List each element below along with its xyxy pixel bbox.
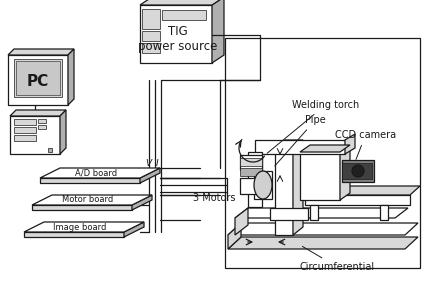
Text: PC: PC xyxy=(27,74,49,90)
Bar xyxy=(142,31,160,41)
Polygon shape xyxy=(234,208,248,235)
Polygon shape xyxy=(227,223,417,235)
Bar xyxy=(309,205,317,220)
Bar xyxy=(248,152,262,207)
Text: I: I xyxy=(155,158,158,168)
Bar xyxy=(299,152,339,200)
Polygon shape xyxy=(140,168,160,183)
Polygon shape xyxy=(132,195,152,210)
Polygon shape xyxy=(24,232,124,237)
Polygon shape xyxy=(68,49,74,105)
Text: Pipe: Pipe xyxy=(274,115,325,166)
Bar xyxy=(161,10,205,20)
Polygon shape xyxy=(24,222,144,232)
Bar xyxy=(14,119,36,125)
Bar xyxy=(142,9,160,29)
Polygon shape xyxy=(227,223,240,249)
Bar xyxy=(14,59,62,97)
Bar xyxy=(239,178,262,194)
Bar xyxy=(10,116,60,154)
Polygon shape xyxy=(211,0,224,63)
Bar xyxy=(8,55,68,105)
Polygon shape xyxy=(60,110,66,154)
Bar xyxy=(239,158,262,166)
Bar xyxy=(38,119,46,123)
Polygon shape xyxy=(274,140,302,148)
Bar xyxy=(274,148,292,235)
Bar xyxy=(304,195,409,205)
Circle shape xyxy=(351,165,363,177)
Polygon shape xyxy=(140,0,224,5)
Bar xyxy=(253,171,271,199)
Bar xyxy=(341,163,371,179)
Bar xyxy=(14,135,36,141)
Bar xyxy=(48,148,52,152)
Polygon shape xyxy=(292,140,302,235)
Polygon shape xyxy=(8,49,74,55)
Bar xyxy=(341,160,373,182)
Bar xyxy=(140,5,211,63)
Polygon shape xyxy=(40,168,160,178)
Text: Welding torch: Welding torch xyxy=(267,100,358,153)
Bar xyxy=(379,205,387,220)
Bar xyxy=(16,61,60,95)
Text: A/D board: A/D board xyxy=(75,168,117,178)
Bar xyxy=(14,127,36,133)
Text: TIG
power source: TIG power source xyxy=(138,25,217,53)
Polygon shape xyxy=(344,134,354,154)
Text: CCD camera: CCD camera xyxy=(334,130,395,159)
Bar xyxy=(254,140,344,154)
Text: Circumferential: Circumferential xyxy=(299,247,374,272)
Text: V: V xyxy=(144,158,151,168)
Bar xyxy=(225,38,419,268)
Polygon shape xyxy=(10,110,66,116)
Polygon shape xyxy=(32,205,132,210)
Polygon shape xyxy=(234,208,407,218)
Polygon shape xyxy=(40,178,140,183)
Polygon shape xyxy=(299,145,349,152)
Polygon shape xyxy=(227,237,417,249)
Polygon shape xyxy=(32,195,152,205)
Polygon shape xyxy=(304,186,419,195)
Polygon shape xyxy=(339,145,349,200)
Bar xyxy=(269,208,307,220)
Ellipse shape xyxy=(253,171,271,199)
Bar xyxy=(142,43,160,53)
Bar xyxy=(239,168,262,176)
Polygon shape xyxy=(124,222,144,237)
Polygon shape xyxy=(239,155,262,170)
Bar xyxy=(38,125,46,129)
Text: Image board: Image board xyxy=(53,223,106,231)
Text: 3 Motors: 3 Motors xyxy=(193,193,235,203)
Text: Motor board: Motor board xyxy=(62,196,113,204)
